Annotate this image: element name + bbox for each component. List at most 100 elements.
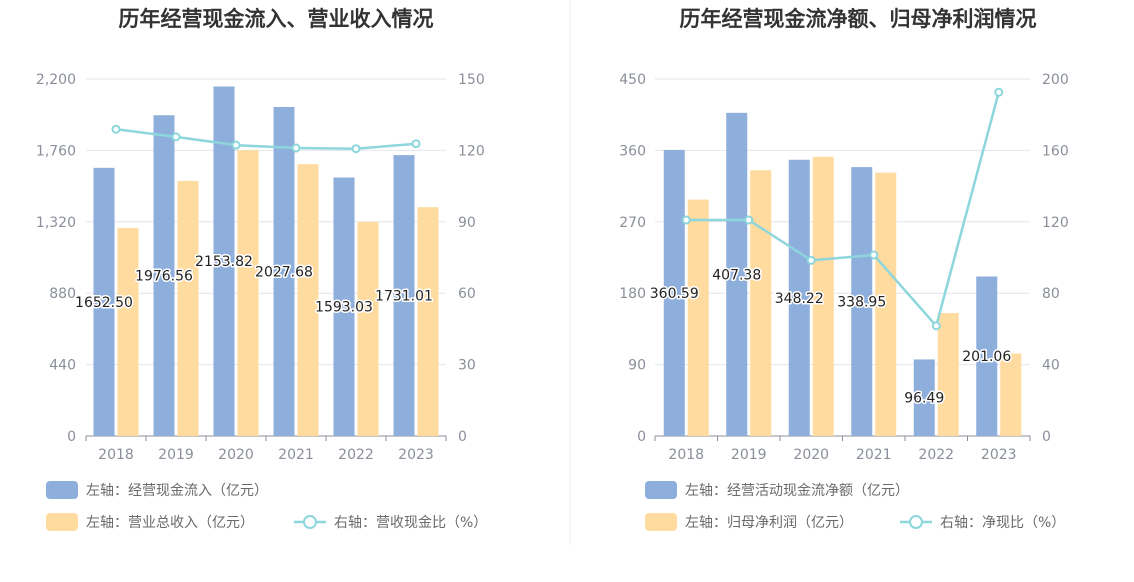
line-point[interactable] xyxy=(744,215,754,225)
bar[interactable] xyxy=(93,167,115,437)
x-axis-tick-label: 2023 xyxy=(981,447,1017,463)
right-axis-tick-label: 30 xyxy=(458,358,476,374)
line-point[interactable] xyxy=(681,215,691,225)
x-axis-tick-label: 2018 xyxy=(668,447,704,463)
right-axis-tick-label: 0 xyxy=(458,429,467,445)
line-point[interactable] xyxy=(931,321,941,331)
bar[interactable] xyxy=(663,149,685,436)
x-axis-tick-label: 2021 xyxy=(856,447,892,463)
bar[interactable] xyxy=(213,86,235,437)
bar[interactable] xyxy=(913,359,935,436)
left-axis-tick-label: 270 xyxy=(619,215,646,231)
x-axis-tick-label: 2020 xyxy=(793,447,829,463)
legend-label[interactable]: 左轴：经营现金流入（亿元） xyxy=(86,483,268,499)
chart-cashflow-in-revenue: 历年经营现金流入、营业收入情况 0 440 880 1,320 1,760 2,200 0 30… xyxy=(36,7,487,531)
line-point[interactable] xyxy=(111,124,121,134)
line-point[interactable] xyxy=(291,143,301,153)
left-axis-tick-label: 880 xyxy=(49,286,76,302)
left-axis-tick-label: 1,760 xyxy=(36,143,76,159)
bar[interactable] xyxy=(237,150,259,437)
chart-net-cashflow-profit: 历年经营现金流净额、归母净利润情况 0 90 180 270 360 450 0 40 80 120… xyxy=(619,7,1069,531)
line-point[interactable] xyxy=(994,87,1004,97)
bar[interactable] xyxy=(117,227,139,436)
bar[interactable] xyxy=(357,221,379,436)
bar-data-label: 1593.03 xyxy=(315,300,373,316)
bar[interactable] xyxy=(788,159,810,436)
left-axis-tick-label: 360 xyxy=(619,143,646,159)
bar[interactable] xyxy=(976,276,998,436)
bar-data-label: 2153.82 xyxy=(195,254,253,270)
left-axis-tick-label: 450 xyxy=(619,72,646,88)
left-axis-tick-label: 90 xyxy=(628,358,646,374)
x-axis-tick-label: 2019 xyxy=(731,447,767,463)
legend-label[interactable]: 右轴：营收现金比（%） xyxy=(334,515,487,531)
left-axis-tick-label: 0 xyxy=(637,429,646,445)
legend-label[interactable]: 左轴：营业总收入（亿元） xyxy=(86,515,254,531)
chart-title: 历年经营现金流入、营业收入情况 xyxy=(119,7,434,31)
bar-data-label: 1731.01 xyxy=(375,289,433,305)
bar[interactable] xyxy=(333,177,355,436)
bar[interactable] xyxy=(851,167,873,436)
right-axis-tick-label: 40 xyxy=(1042,358,1060,374)
bar[interactable] xyxy=(726,112,748,437)
legend-swatch xyxy=(645,513,677,531)
bar[interactable] xyxy=(1000,353,1022,436)
line-point[interactable] xyxy=(869,250,879,260)
line-point[interactable] xyxy=(411,139,421,149)
bar[interactable] xyxy=(177,180,199,436)
bar[interactable] xyxy=(937,313,959,436)
series-line xyxy=(115,127,417,150)
right-axis-tick-label: 160 xyxy=(1042,143,1069,159)
legend-swatch xyxy=(46,513,78,531)
line-point[interactable] xyxy=(351,144,361,154)
legend-label[interactable]: 右轴：净现比（%） xyxy=(940,515,1065,531)
bar[interactable] xyxy=(273,106,295,437)
x-axis-tick-label: 2019 xyxy=(158,447,194,463)
bar[interactable] xyxy=(812,156,834,436)
bar[interactable] xyxy=(297,164,319,436)
chart-title: 历年经营现金流净额、归母净利润情况 xyxy=(680,7,1037,31)
right-axis-tick-label: 120 xyxy=(458,143,485,159)
bar[interactable] xyxy=(417,207,439,436)
left-axis-tick-label: 2,200 xyxy=(36,72,76,88)
legend-label[interactable]: 左轴：经营活动现金流净额（亿元） xyxy=(685,483,909,499)
line-point[interactable] xyxy=(231,140,241,150)
bar-data-label: 360.59 xyxy=(650,286,699,302)
legend-label[interactable]: 左轴：归母净利润（亿元） xyxy=(685,514,853,531)
right-axis-tick-label: 60 xyxy=(458,286,476,302)
bar-data-label: 348.22 xyxy=(775,291,824,307)
bar[interactable] xyxy=(750,170,772,436)
legend-swatch xyxy=(46,481,78,499)
legend-swatch xyxy=(645,481,677,499)
line-point[interactable] xyxy=(171,132,181,142)
right-axis-tick-label: 150 xyxy=(458,72,485,88)
bar-data-label: 201.06 xyxy=(962,349,1011,365)
right-axis-tick-label: 0 xyxy=(1042,429,1051,445)
x-axis-tick-label: 2022 xyxy=(918,447,954,463)
x-axis-tick-label: 2022 xyxy=(338,447,374,463)
bar-data-label: 1652.50 xyxy=(75,295,133,311)
left-axis-tick-label: 180 xyxy=(619,286,646,302)
bar[interactable] xyxy=(153,115,175,437)
x-axis-tick-label: 2020 xyxy=(218,447,254,463)
bar[interactable] xyxy=(687,199,709,436)
bar-data-label: 338.95 xyxy=(837,295,886,311)
x-axis-tick-label: 2021 xyxy=(278,447,314,463)
bar[interactable] xyxy=(393,155,415,436)
right-axis-tick-label: 90 xyxy=(458,215,476,231)
legend-line-marker xyxy=(303,515,317,529)
left-axis-tick-label: 1,320 xyxy=(36,215,76,231)
right-axis-tick-label: 200 xyxy=(1042,72,1069,88)
bar-data-label: 1976.56 xyxy=(135,269,193,285)
line-point[interactable] xyxy=(806,255,816,265)
bar[interactable] xyxy=(875,172,897,436)
bar-data-label: 2027.68 xyxy=(255,264,313,280)
bar-data-label: 96.49 xyxy=(904,391,944,407)
left-axis-tick-label: 0 xyxy=(67,429,76,445)
right-axis-tick-label: 120 xyxy=(1042,215,1069,231)
series-line xyxy=(686,91,1000,329)
right-axis-tick-label: 80 xyxy=(1042,286,1060,302)
x-axis-tick-label: 2023 xyxy=(398,447,434,463)
x-axis-tick-label: 2018 xyxy=(98,447,134,463)
